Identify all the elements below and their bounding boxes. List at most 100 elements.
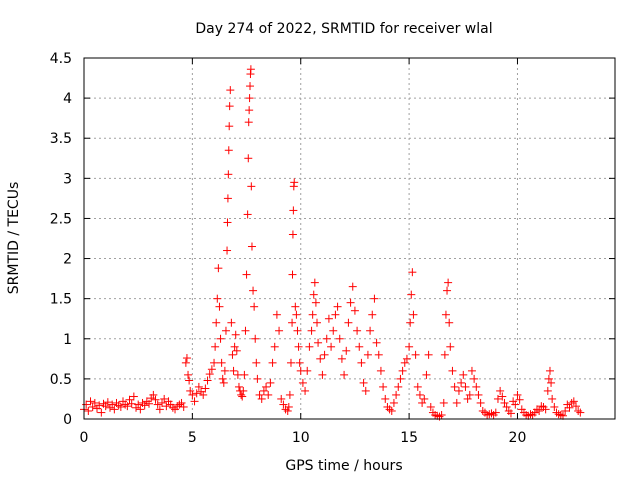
data-point	[291, 302, 300, 311]
data-point	[379, 382, 388, 391]
data-point	[571, 402, 580, 411]
data-point	[239, 386, 248, 395]
data-point	[186, 386, 195, 395]
data-point	[177, 398, 186, 407]
data-point	[344, 318, 353, 327]
data-point	[224, 146, 233, 155]
data-point	[357, 358, 366, 367]
data-point	[394, 382, 403, 391]
data-point	[576, 408, 585, 417]
data-point	[465, 390, 474, 399]
data-point	[259, 386, 268, 395]
data-point	[305, 342, 314, 351]
data-point	[194, 382, 203, 391]
data-point	[445, 318, 454, 327]
data-point	[293, 326, 302, 335]
data-point	[246, 82, 255, 91]
data-point	[231, 330, 240, 339]
chart-title: Day 274 of 2022, SRMTID for receiver wla…	[195, 21, 492, 37]
data-point	[219, 378, 228, 387]
data-point	[224, 170, 233, 179]
data-point	[474, 390, 483, 399]
data-point	[389, 398, 398, 407]
data-point	[227, 318, 236, 327]
data-point	[229, 366, 238, 375]
data-point	[250, 302, 259, 311]
data-point	[324, 314, 333, 323]
x-tick-label: 20	[509, 430, 527, 446]
data-point	[251, 334, 260, 343]
data-point	[190, 397, 199, 406]
data-point	[284, 402, 293, 411]
data-point	[240, 370, 249, 379]
data-point	[335, 334, 344, 343]
y-tick-label: 1.5	[50, 292, 72, 308]
data-point	[426, 402, 435, 411]
data-point	[223, 194, 232, 203]
y-tick-label: 3.5	[50, 131, 72, 147]
data-point	[228, 350, 237, 359]
y-tick-label: 2	[63, 252, 72, 268]
data-point	[439, 398, 448, 407]
data-point	[244, 154, 253, 163]
x-tick-label: 15	[400, 430, 418, 446]
data-point	[418, 398, 427, 407]
data-point	[145, 399, 154, 408]
data-point	[246, 65, 255, 74]
data-point	[308, 310, 317, 319]
data-point	[270, 342, 279, 351]
data-point	[140, 401, 149, 410]
data-point	[565, 403, 574, 412]
data-point	[424, 350, 433, 359]
data-point	[498, 392, 507, 401]
data-point	[337, 354, 346, 363]
data-point	[283, 406, 292, 415]
data-point	[292, 310, 301, 319]
data-point	[110, 405, 119, 414]
data-point	[90, 398, 99, 407]
data-point	[213, 294, 222, 303]
data-point	[437, 410, 446, 419]
data-point	[153, 400, 162, 409]
data-point	[569, 397, 578, 406]
data-point	[346, 298, 355, 307]
y-axis-label: SRMTID / TECUs	[6, 182, 22, 295]
data-point	[210, 358, 219, 367]
data-point	[97, 408, 106, 417]
data-point	[192, 389, 201, 398]
data-point	[184, 370, 193, 379]
data-point	[262, 382, 271, 391]
data-point	[547, 378, 556, 387]
data-point	[103, 398, 112, 407]
data-point	[496, 386, 505, 395]
data-point	[526, 410, 535, 419]
data-point	[472, 382, 481, 391]
data-point	[545, 366, 554, 375]
data-point	[333, 302, 342, 311]
data-point	[217, 358, 226, 367]
data-point	[392, 390, 401, 399]
data-point	[316, 354, 325, 363]
data-point	[363, 350, 372, 359]
data-point	[127, 399, 136, 408]
data-point	[266, 378, 275, 387]
data-point	[422, 370, 431, 379]
data-point	[101, 402, 110, 411]
data-point	[286, 358, 295, 367]
data-point	[307, 326, 316, 335]
grid-lines	[84, 58, 615, 419]
data-point	[361, 386, 370, 395]
data-point	[247, 242, 256, 251]
data-point	[353, 326, 362, 335]
data-point	[288, 270, 297, 279]
data-point	[225, 102, 234, 111]
data-point	[396, 374, 405, 383]
data-point	[443, 286, 452, 295]
x-tick-label: 10	[292, 430, 310, 446]
x-axis-label: GPS time / hours	[285, 458, 402, 474]
data-point	[285, 390, 294, 399]
data-point	[470, 374, 479, 383]
data-point	[289, 206, 298, 215]
data-point	[444, 278, 453, 287]
